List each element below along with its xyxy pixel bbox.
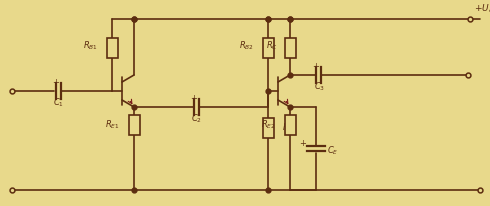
Bar	[128, 115, 140, 135]
Text: +: +	[313, 62, 319, 70]
Text: $R_{B2}$: $R_{B2}$	[239, 40, 254, 52]
Bar	[106, 38, 118, 58]
Text: +: +	[299, 139, 306, 148]
Text: +: +	[52, 77, 59, 87]
Text: $R_{E2}$: $R_{E2}$	[261, 119, 276, 131]
Text: $R_{E1}$: $R_{E1}$	[105, 119, 120, 131]
Text: $C_2$: $C_2$	[192, 113, 202, 125]
Text: $+U_{cc}$: $+U_{cc}$	[474, 2, 490, 15]
Text: $R_{B1}$: $R_{B1}$	[83, 40, 98, 52]
Bar	[285, 38, 295, 58]
Text: $C_3$: $C_3$	[315, 81, 325, 93]
Text: $C_E$: $C_E$	[327, 144, 339, 157]
Text: $R_C$: $R_C$	[266, 40, 278, 52]
Bar	[263, 38, 273, 58]
Bar	[263, 118, 273, 138]
Text: $C_1$: $C_1$	[52, 97, 64, 109]
Text: $R_{B3}$: $R_{B3}$	[282, 122, 297, 134]
Bar	[285, 115, 295, 135]
Text: +: +	[191, 94, 197, 103]
